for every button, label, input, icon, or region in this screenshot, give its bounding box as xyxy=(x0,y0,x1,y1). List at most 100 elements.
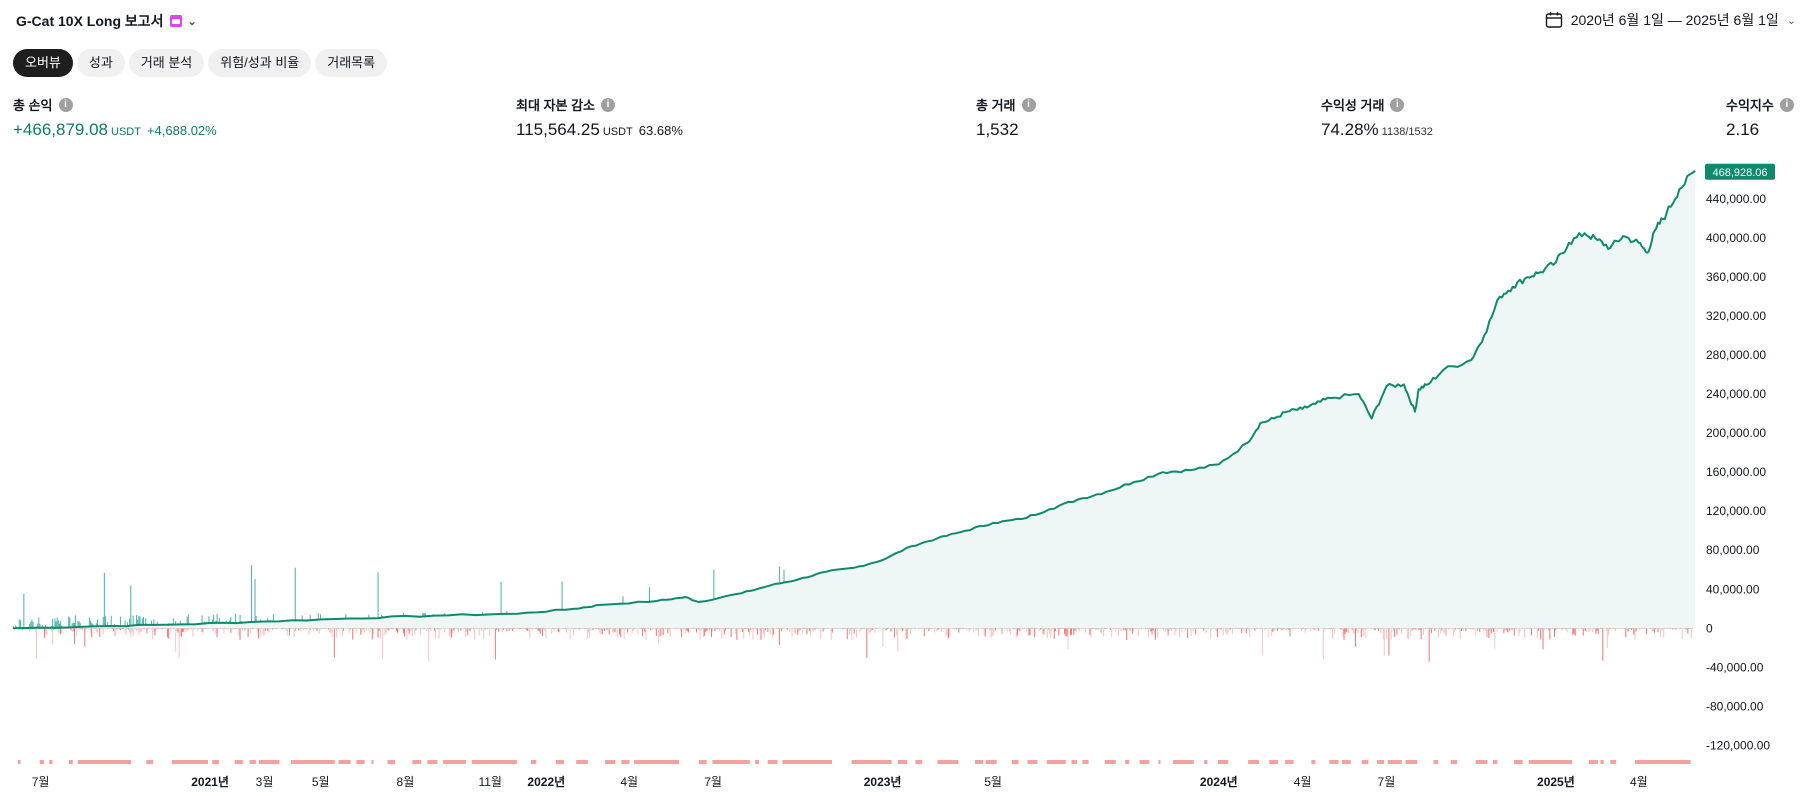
trade-marker xyxy=(1082,760,1089,764)
tab-performance[interactable]: 성과 xyxy=(76,49,125,77)
pnl-bar-negative xyxy=(1609,628,1611,630)
pnl-bar-positive xyxy=(913,628,915,629)
pnl-bar-positive xyxy=(251,565,253,629)
pnl-bar-negative xyxy=(1419,628,1421,630)
pnl-bar-negative xyxy=(704,628,706,636)
pnl-bar-negative xyxy=(186,628,188,630)
pnl-bar-negative xyxy=(750,628,752,630)
date-range-picker[interactable]: 2020년 6월 1일 — 2025년 6월 1일 ⌄ xyxy=(1545,10,1796,30)
pnl-bar-negative xyxy=(1531,628,1532,636)
pnl-bar-negative xyxy=(474,628,476,640)
chevron-down-icon[interactable]: ⌄ xyxy=(187,15,197,28)
pnl-bar-negative xyxy=(1037,628,1039,629)
pnl-bar-negative xyxy=(1428,628,1430,662)
pnl-bar-negative xyxy=(492,628,494,629)
pnl-bar-negative xyxy=(812,628,814,631)
pnl-bar-negative xyxy=(1157,628,1159,638)
pnl-bar-negative xyxy=(1409,628,1411,629)
equity-chart[interactable]: 440,000.00400,000.00360,000.00320,000.00… xyxy=(0,160,1810,796)
pnl-bar-negative xyxy=(1474,628,1476,636)
pnl-bar-negative xyxy=(1035,628,1037,629)
info-icon[interactable]: i xyxy=(1390,97,1405,112)
pnl-bar-negative xyxy=(826,628,828,629)
info-icon[interactable]: i xyxy=(58,97,73,112)
trade-marker xyxy=(1011,760,1019,764)
pnl-bar-positive xyxy=(103,572,105,629)
pnl-bar-positive xyxy=(239,614,241,629)
pnl-bar-negative xyxy=(1181,628,1183,633)
pnl-bar-negative xyxy=(1639,628,1641,630)
pnl-bar-positive xyxy=(1425,628,1427,629)
pnl-bar-negative xyxy=(924,628,926,629)
x-tick-label: 2022년 xyxy=(527,775,565,789)
pnl-bar-negative xyxy=(483,628,485,639)
pnl-bar-positive xyxy=(597,628,599,629)
pnl-bar-negative xyxy=(139,628,141,633)
pnl-bar-negative xyxy=(1233,628,1235,629)
pnl-bar-negative xyxy=(831,628,833,633)
tab-overview[interactable]: 오버뷰 xyxy=(13,49,73,77)
info-icon[interactable]: i xyxy=(1779,97,1794,112)
tab-trade-analysis[interactable]: 거래 분석 xyxy=(128,49,205,77)
info-icon[interactable]: i xyxy=(600,97,615,112)
pnl-bar-negative xyxy=(1665,628,1667,629)
pnl-bar-negative xyxy=(1425,628,1427,629)
pnl-bar-positive xyxy=(738,628,740,629)
pnl-bar-negative xyxy=(1338,628,1340,629)
pnl-bar-negative xyxy=(645,628,647,640)
pnl-bar-positive xyxy=(256,628,258,629)
pnl-bar-negative xyxy=(331,628,333,637)
pnl-bar-negative xyxy=(1295,628,1297,629)
pnl-bar-negative xyxy=(770,628,772,630)
tab-risk-ratios[interactable]: 위험/성과 비율 xyxy=(208,49,312,77)
pnl-bar-negative xyxy=(974,628,976,629)
pnl-bar-negative xyxy=(1098,628,1100,630)
pnl-bar-positive xyxy=(201,615,203,629)
pnl-bar-negative xyxy=(1012,628,1014,629)
pnl-bar-negative xyxy=(1255,628,1256,631)
stat-sub: 1138/1532 xyxy=(1381,126,1433,138)
pnl-bar-negative xyxy=(130,628,132,638)
pnl-bar-positive xyxy=(448,628,450,629)
pnl-bar-negative xyxy=(762,628,764,635)
pnl-bar-negative xyxy=(1303,628,1305,629)
pnl-bar-negative xyxy=(1096,628,1098,630)
pnl-bar-negative xyxy=(1568,628,1570,629)
pnl-bar-negative xyxy=(966,628,968,631)
pnl-bar-negative xyxy=(857,628,859,629)
pnl-bar-negative xyxy=(302,628,304,631)
pnl-bar-negative xyxy=(1133,628,1135,632)
pnl-bar-negative xyxy=(842,628,844,630)
pnl-bar-negative xyxy=(1045,628,1047,629)
pnl-bar-negative xyxy=(330,628,332,633)
pnl-bar-negative xyxy=(1074,628,1076,631)
pnl-bar-negative xyxy=(211,628,213,631)
pnl-bar-positive xyxy=(903,628,905,629)
tab-trade-list[interactable]: 거래목록 xyxy=(315,49,388,77)
info-icon[interactable]: i xyxy=(1021,97,1036,112)
pnl-bar-positive xyxy=(216,614,218,629)
pnl-bar-negative xyxy=(1526,628,1528,629)
pnl-bar-positive xyxy=(867,628,869,629)
pnl-bar-negative xyxy=(1213,628,1215,629)
pnl-bar-negative xyxy=(642,628,644,637)
pnl-bar-positive xyxy=(1174,628,1176,629)
pnl-bar-negative xyxy=(1016,628,1018,636)
pnl-bar-positive xyxy=(214,628,216,629)
pnl-bar-positive xyxy=(839,628,841,629)
pnl-bar-negative xyxy=(662,628,664,635)
pnl-bar-negative xyxy=(313,628,315,632)
pnl-bar-negative xyxy=(992,628,994,636)
pnl-bar-negative xyxy=(569,628,571,640)
pnl-bar-negative xyxy=(1559,628,1561,629)
pnl-bar-negative xyxy=(1322,628,1324,660)
pnl-bar-negative xyxy=(1296,628,1298,629)
report-title-group[interactable]: G-Cat 10X Long 보고서 ⌄ xyxy=(16,11,197,31)
pnl-bar-negative xyxy=(321,628,323,629)
pnl-bar-negative xyxy=(1243,628,1245,632)
pnl-bar-negative xyxy=(68,628,70,630)
pnl-bar-negative xyxy=(400,628,402,629)
pnl-bar-negative xyxy=(745,628,747,629)
pnl-bar-negative xyxy=(1317,628,1319,629)
pnl-bar-positive xyxy=(921,628,923,629)
